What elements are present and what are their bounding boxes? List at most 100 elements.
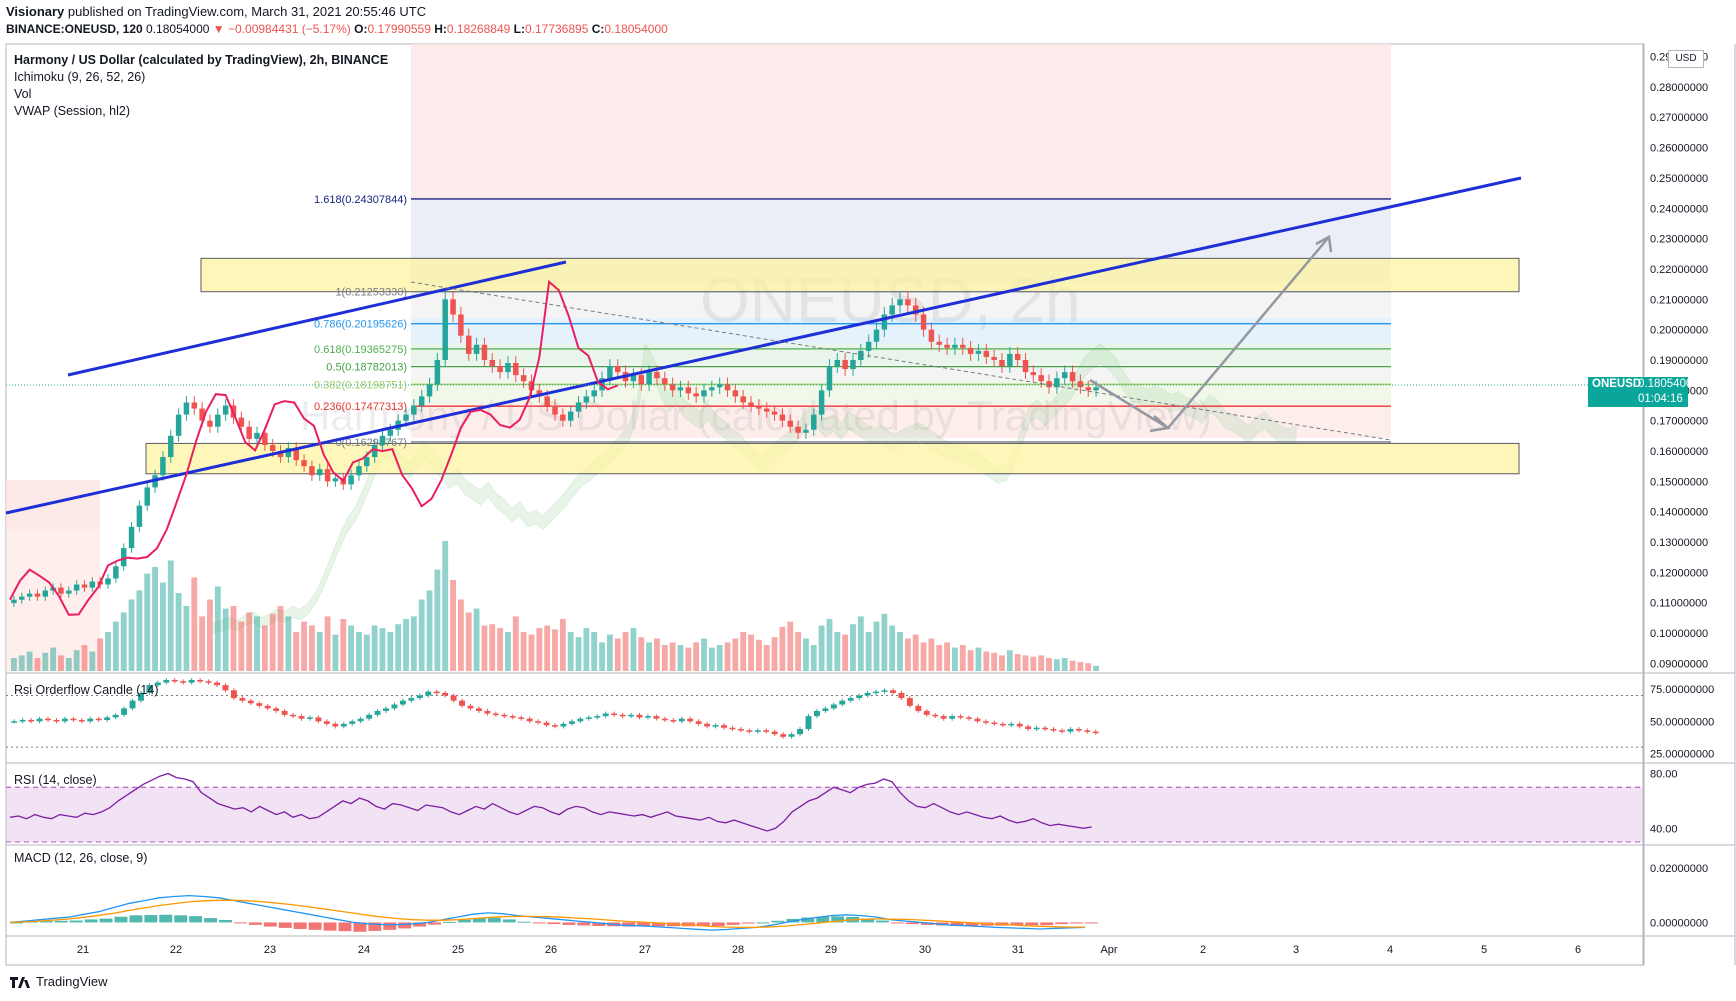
- last-price: 0.18054000: [146, 22, 210, 36]
- legend-ichimoku[interactable]: Ichimoku (9, 26, 52, 26): [14, 70, 146, 84]
- candle-body: [850, 359, 856, 370]
- candle-body: [991, 356, 997, 360]
- macd-histogram-bar: [801, 917, 815, 923]
- volume-bar: [1085, 663, 1092, 671]
- volume-bar: [936, 645, 943, 671]
- rof-candle: [315, 717, 322, 722]
- rof-candle: [830, 704, 837, 709]
- candle-body: [1093, 387, 1099, 391]
- legend-vol[interactable]: Vol: [14, 87, 32, 101]
- legend-vwap[interactable]: VWAP (Session, hl2): [14, 104, 131, 118]
- price-tick-label: 0.17000000: [1650, 416, 1708, 428]
- candle-body: [936, 341, 942, 345]
- candle-body: [669, 384, 676, 391]
- rof-candle: [357, 718, 364, 722]
- author-name[interactable]: Visionary: [6, 4, 65, 19]
- volume-bar: [952, 647, 958, 671]
- currency-unit[interactable]: USD: [1668, 50, 1704, 68]
- volume-bar: [810, 645, 817, 671]
- macd-histogram-bar: [502, 919, 516, 923]
- volume-bar: [661, 645, 668, 671]
- rof-candle: [222, 685, 229, 691]
- volume-bar: [26, 651, 33, 671]
- macd-histogram-bar: [950, 922, 964, 926]
- macd-histogram-bar: [726, 922, 740, 925]
- rof-candle: [611, 713, 618, 716]
- candle-body: [583, 396, 590, 403]
- price-flag-symbol: ONEUSD: [1592, 378, 1642, 390]
- candle-body: [536, 390, 543, 397]
- macd-histogram-bar: [174, 915, 188, 923]
- rof-candle: [391, 704, 398, 709]
- volume-bar: [701, 638, 707, 671]
- fib-level-label: 1.618(0.24307844): [314, 194, 407, 206]
- candle-body: [26, 593, 33, 597]
- candle-body: [748, 402, 754, 406]
- candle-body: [905, 299, 911, 306]
- volume-bar: [42, 652, 49, 671]
- rof-candle: [138, 692, 144, 701]
- price-flag: ONEUSD 01:04:16 0.18054000: [1588, 377, 1699, 407]
- macd-histogram-bar: [1070, 922, 1084, 924]
- price-axis: 0.290000000.280000000.270000000.26000000…: [1650, 52, 1708, 671]
- candle-body: [379, 435, 386, 445]
- time-tick-label: 3: [1293, 944, 1299, 956]
- rof-candle: [264, 705, 271, 709]
- rof-candle: [873, 691, 880, 694]
- volume-bar: [740, 632, 747, 671]
- time-tick-label: 6: [1575, 944, 1581, 956]
- volume-bar: [622, 632, 629, 671]
- rof-candle: [442, 692, 449, 696]
- candle-body: [575, 402, 582, 412]
- fib-level-label: 0.618(0.19365275): [314, 344, 407, 356]
- volume-bar: [238, 621, 245, 671]
- rof-candle: [763, 730, 770, 732]
- low-value: 0.17736895: [524, 22, 589, 36]
- volume-bar: [669, 642, 676, 671]
- macd-histogram-bar: [547, 922, 561, 925]
- close-value: 0.18054000: [604, 22, 668, 36]
- volume-bar: [167, 560, 174, 671]
- candle-body: [873, 329, 880, 342]
- candle-body: [983, 350, 990, 357]
- candle-body: [269, 444, 276, 452]
- rof-candle: [1075, 729, 1082, 731]
- rof-candle: [999, 723, 1006, 726]
- candle-body: [293, 447, 299, 461]
- rof-candle: [171, 680, 178, 682]
- candle-body: [199, 408, 205, 421]
- rof-candle: [746, 730, 753, 732]
- volume-bar: [591, 632, 598, 671]
- rof-candle: [307, 717, 313, 719]
- candle-body: [1038, 375, 1044, 382]
- candle-body: [317, 469, 323, 476]
- price-tick-label: 0.19000000: [1650, 355, 1708, 367]
- volume-bar: [708, 647, 715, 671]
- candle-body: [1054, 378, 1060, 388]
- high-label: H:: [434, 22, 447, 36]
- rsi-legend[interactable]: RSI (14, close): [14, 773, 97, 787]
- volume-bar: [207, 599, 213, 671]
- tradingview-footer[interactable]: TradingView: [8, 974, 108, 990]
- macd-histogram-bar: [413, 922, 427, 927]
- volume-bar: [716, 645, 723, 671]
- volume-bar: [356, 632, 362, 671]
- candle-body: [19, 596, 25, 600]
- price-change: ▼ −0.00984431 (−5.17%): [212, 22, 351, 36]
- rof-candle: [822, 708, 829, 711]
- time-tick-label: 27: [639, 944, 651, 956]
- volume-bar: [308, 625, 315, 671]
- volume-bar: [199, 616, 206, 671]
- rof-candle: [552, 725, 558, 727]
- rof-legend[interactable]: Rsi Orderflow Candle (14): [14, 683, 159, 697]
- candle-body: [677, 387, 684, 391]
- rof-candle: [619, 714, 626, 717]
- macd-legend[interactable]: MACD (12, 26, close, 9): [14, 851, 148, 865]
- left-zone-top: [6, 480, 100, 530]
- trend-line-main: [5, 176, 1522, 515]
- candle-body: [411, 405, 417, 415]
- rof-candle: [467, 705, 474, 709]
- volume-bar: [340, 619, 347, 671]
- price-tick-label: 0.26000000: [1650, 143, 1708, 155]
